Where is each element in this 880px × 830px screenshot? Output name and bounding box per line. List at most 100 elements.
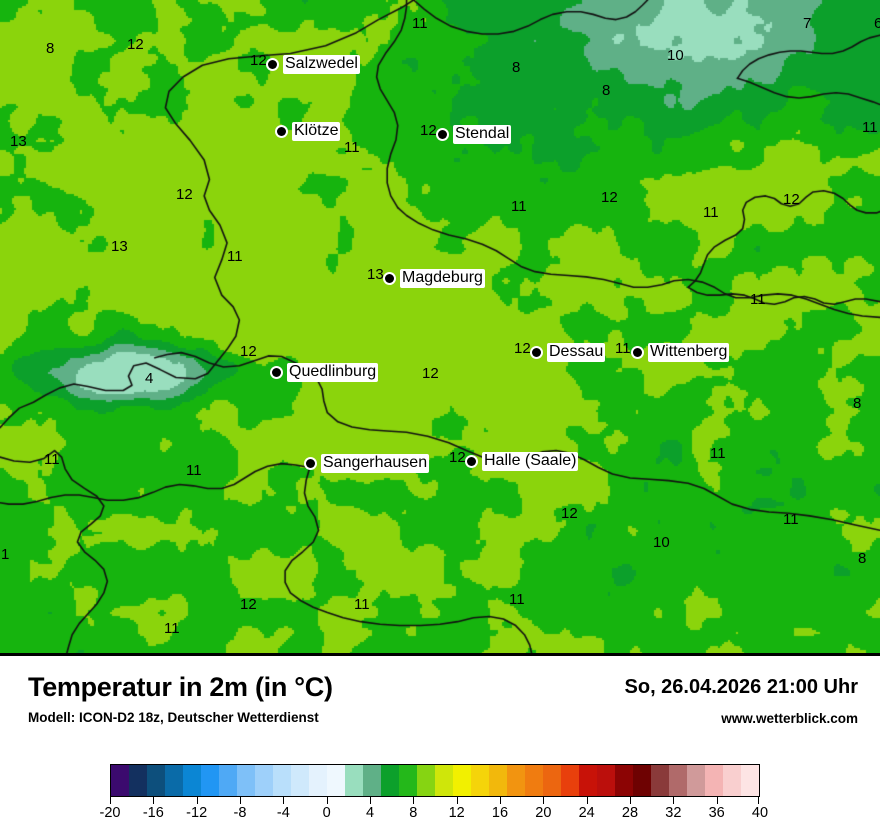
city-name-label: Stendal [453,125,512,144]
colorbar-cell [309,765,327,796]
colorbar-cell [327,765,345,796]
colorbar-tick-label: 8 [409,805,418,821]
colorbar-cell [363,765,381,796]
isotherm-value: 8 [46,40,55,57]
isotherm-value: 11 [44,451,60,468]
temperature-map[interactable]: 11 7 6 8 12 10 8 8 13 11 11 12 12 11 12 11 13 11 11 11 12 12 4… [0,0,880,656]
colorbar-cell [129,765,147,796]
city-marker[interactable]: Klötze [277,122,341,141]
colorbar-cell [615,765,633,796]
isotherm-value: 11 [164,620,180,637]
city-marker[interactable]: Wittenberg [633,343,730,362]
colorbar-cell [741,765,759,796]
model-subtitle: Modell: ICON-D2 18z, Deutscher Wetterdie… [28,710,319,725]
isotherm-value: 12 [422,365,439,382]
isotherm-value: 10 [667,47,684,64]
colorbar-cell [219,765,237,796]
isotherm-value: 12 [127,36,144,53]
colorbar-tick-label: 40 [751,805,769,821]
city-name-label: Dessau [547,343,606,362]
colorbar-tick [240,797,241,804]
colorbar-cell [183,765,201,796]
colorbar-cell [201,765,219,796]
colorbar-cell [507,765,525,796]
colorbar-tick [110,797,111,804]
isotherm-value: 11 [710,445,726,462]
colorbar-tick-label: -12 [186,805,208,821]
colorbar-cell [417,765,435,796]
city-temperature-value: 12 [449,449,466,466]
colorbar-cell [453,765,471,796]
city-name-label: Wittenberg [648,343,730,362]
city-marker[interactable]: Stendal [438,125,512,144]
colorbar: -20 -16 -12 -8 -4 0 4 8 12 16 20 24 28 32 36 40 [100,764,769,825]
colorbar-tick [196,797,198,804]
colorbar-tick-label: -20 [99,805,121,821]
colorbar-cell [111,765,129,796]
colorbar-tick [586,797,588,804]
colorbar-cell [345,765,363,796]
colorbar-tick-label: 24 [578,805,595,821]
city-dot-icon [272,368,281,377]
city-temperature-value: 12 [514,340,531,357]
isotherm-value: 13 [10,133,27,150]
colorbar-tick [630,797,631,804]
colorbar-cell [687,765,705,796]
colorbar-cell [579,765,597,796]
colorbar-cell [669,765,687,796]
colorbar-cell [273,765,291,796]
city-marker[interactable]: Quedlinburg [272,363,379,382]
colorbar-cell [561,765,579,796]
colorbar-tick-labels: -20 -16 -12 -8 -4 0 4 8 12 16 20 24 28 32 36 40 [100,805,769,825]
colorbar-cell [723,765,741,796]
colorbar-tick [283,797,285,804]
isotherm-value: 4 [145,370,154,387]
city-dot-icon [385,274,394,283]
city-marker[interactable]: Salzwedel [268,55,360,74]
city-temperature-value: 13 [367,266,384,283]
city-name-label: Klötze [292,122,341,141]
city-dot-icon [306,459,315,468]
colorbar-tick [716,797,718,804]
colorbar-cell [471,765,489,796]
city-dot-icon [438,130,447,139]
colorbar-tick [758,797,759,804]
isotherm-value: 13 [111,238,128,255]
isotherm-value: 8 [602,82,611,99]
colorbar-tick-label: -8 [233,805,247,821]
isotherm-value: 11 [227,248,243,265]
isotherm-value: 11 [509,591,525,608]
colorbar-cell [255,765,273,796]
colorbar-cell [381,765,399,796]
colorbar-cell [633,765,651,796]
isotherm-value: 11 [703,204,719,221]
isotherm-value: 12 [601,189,618,206]
colorbar-tick [326,797,328,804]
colorbar-tick [673,797,675,804]
colorbar-cell [489,765,507,796]
city-marker[interactable]: Magdeburg [385,269,485,288]
city-dot-icon [268,60,277,69]
colorbar-cell [291,765,309,796]
city-name-label: Magdeburg [400,269,485,288]
city-dot-icon [277,127,286,136]
isotherm-value: 11 [186,462,202,479]
colorbar-tick-label: 0 [322,805,331,821]
colorbar-cell [237,765,255,796]
isotherm-value: 12 [783,191,800,208]
colorbar-cell [435,765,453,796]
isotherm-value: 11 [862,119,878,136]
isotherm-value: 8 [853,395,862,412]
city-marker[interactable]: Dessau [532,343,606,362]
isotherm-value: 11 [750,291,766,308]
city-marker[interactable]: Halle (Saale) [467,452,579,471]
city-name-label: Sangerhausen [321,454,430,473]
map-footer: Temperatur in 2m (in °C) Modell: ICON-D2… [0,656,880,830]
colorbar-tick-label: 28 [621,805,639,821]
isotherm-value: 12 [240,343,257,360]
colorbar-tick-label: 20 [535,805,552,821]
colorbar-tick-label: -4 [276,805,290,821]
colorbar-tick [413,797,415,804]
city-marker[interactable]: Sangerhausen [306,454,430,473]
